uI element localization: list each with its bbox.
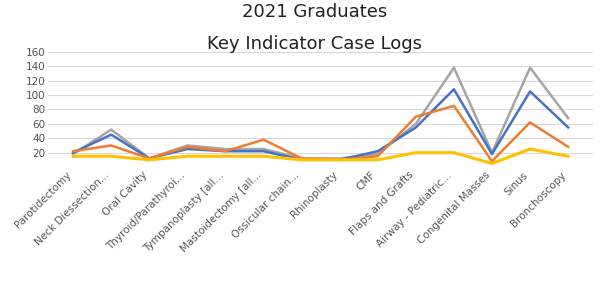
required minimum [260,154,267,158]
required minimum [298,158,306,162]
required minimum [526,147,534,151]
required minimum [108,154,115,158]
required minimum [222,154,229,158]
required minimum [70,154,77,158]
Line: required minimum: required minimum [73,149,568,164]
required minimum [488,162,495,165]
required minimum [336,158,343,162]
Text: Key Indicator Case Logs: Key Indicator Case Logs [207,35,422,53]
required minimum [146,158,153,162]
required minimum [564,154,572,158]
Text: 2021 Graduates: 2021 Graduates [242,3,387,21]
required minimum [450,151,457,154]
required minimum [184,154,191,158]
required minimum [374,158,381,162]
required minimum [412,151,419,154]
